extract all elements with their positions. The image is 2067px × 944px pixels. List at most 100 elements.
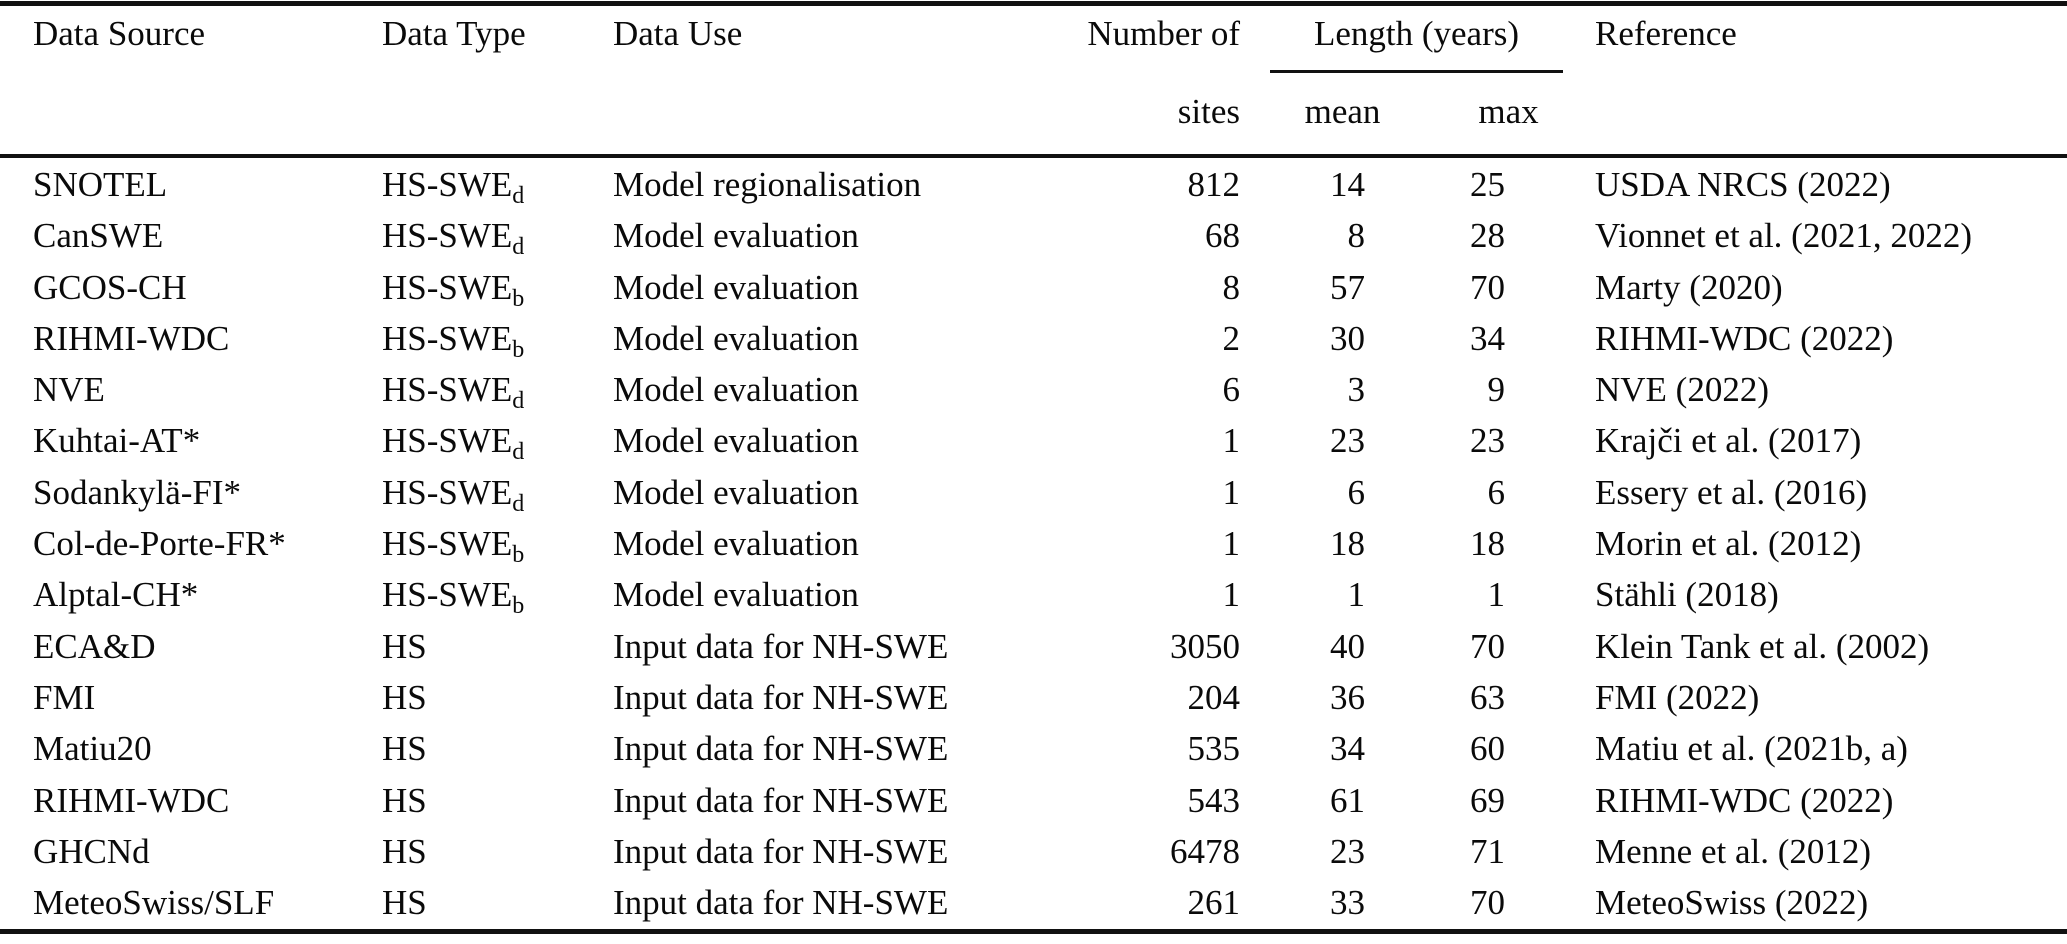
table-row: GHCNd HS Input data for NH-SWE 6478 23 7… xyxy=(0,826,2067,877)
col-header-mean: mean xyxy=(1304,92,1381,131)
cell-data-use: Model evaluation xyxy=(613,318,859,358)
table-header-rule xyxy=(0,154,2067,158)
table-row: Matiu20 HS Input data for NH-SWE 535 34 … xyxy=(0,723,2067,774)
cell-data-use: Input data for NH-SWE xyxy=(613,677,949,717)
cell-length-mean: 34 xyxy=(1330,729,1365,769)
cell-data-type: HS xyxy=(382,831,427,871)
cell-length-max: 34 xyxy=(1470,318,1505,358)
cell-number-of-sites: 261 xyxy=(1187,883,1241,923)
table-row: Kuhtai-AT* HS-SWEd Model evaluation 1 23… xyxy=(0,415,2067,466)
cell-length-mean: 1 xyxy=(1347,575,1366,615)
cell-length-mean: 23 xyxy=(1330,831,1365,871)
cell-length-mean: 18 xyxy=(1330,524,1365,564)
cell-length-mean: 57 xyxy=(1330,267,1365,307)
cell-reference: Krajči et al. (2017) xyxy=(1595,421,1862,461)
cell-data-use: Input data for NH-SWE xyxy=(613,626,949,666)
table-row: Sodankylä-FI* HS-SWEd Model evaluation 1… xyxy=(0,467,2067,518)
cell-number-of-sites: 1 xyxy=(1222,421,1241,461)
cell-length-max: 6 xyxy=(1487,472,1506,512)
cell-reference: RIHMI-WDC (2022) xyxy=(1595,780,1894,820)
cell-number-of-sites: 535 xyxy=(1187,729,1241,769)
col-header-data-type: Data Type xyxy=(382,14,526,53)
col-header-max: max xyxy=(1478,92,1539,131)
cell-data-type: HS-SWEd xyxy=(382,216,525,261)
data-type-subscript: d xyxy=(512,439,525,466)
table-top-rule xyxy=(0,1,2067,6)
cell-data-source: Matiu20 xyxy=(33,729,152,769)
cell-reference: USDA NRCS (2022) xyxy=(1595,165,1891,204)
data-type-subscript: d xyxy=(512,490,525,517)
cell-data-source: GCOS-CH xyxy=(33,267,187,307)
cell-number-of-sites: 1 xyxy=(1222,575,1241,615)
cell-number-of-sites: 812 xyxy=(1187,165,1241,204)
cell-length-mean: 6 xyxy=(1347,472,1366,512)
table-row: NVE HS-SWEd Model evaluation 6 3 9 NVE (… xyxy=(0,364,2067,415)
cell-length-max: 9 xyxy=(1487,370,1506,410)
col-header-data-use: Data Use xyxy=(613,14,743,53)
cell-reference: Essery et al. (2016) xyxy=(1595,472,1868,512)
cell-data-type: HS-SWEb xyxy=(382,267,525,312)
col-header-reference: Reference xyxy=(1595,14,1737,53)
cell-data-source: MeteoSwiss/SLF xyxy=(33,883,275,923)
cell-data-source: ECA&D xyxy=(33,626,156,666)
cell-length-mean: 61 xyxy=(1330,780,1365,820)
col-header-number-of: Number of xyxy=(1087,14,1240,53)
col-header-data-source: Data Source xyxy=(33,14,206,53)
table-row: Alptal-CH* HS-SWEb Model evaluation 1 1 … xyxy=(0,569,2067,620)
cell-data-source: CanSWE xyxy=(33,216,164,256)
cell-data-source: RIHMI-WDC xyxy=(33,780,230,820)
cell-number-of-sites: 68 xyxy=(1205,216,1240,256)
data-type-subscript: d xyxy=(512,388,525,415)
cell-length-max: 70 xyxy=(1470,267,1505,307)
table-row: Col-de-Porte-FR* HS-SWEb Model evaluatio… xyxy=(0,518,2067,569)
cell-data-use: Input data for NH-SWE xyxy=(613,729,949,769)
col-header-sites: sites xyxy=(1177,92,1240,131)
col-header-length-years: Length (years) xyxy=(1313,14,1520,53)
cell-data-source: Kuhtai-AT* xyxy=(33,421,201,461)
data-type-subscript: b xyxy=(512,593,525,620)
table-row: RIHMI-WDC HS-SWEb Model evaluation 2 30 … xyxy=(0,313,2067,364)
table-header-row-2: sites mean max xyxy=(0,92,2067,132)
table-row: RIHMI-WDC HS Input data for NH-SWE 543 6… xyxy=(0,775,2067,826)
cell-length-max: 71 xyxy=(1470,831,1505,871)
cell-length-mean: 14 xyxy=(1330,165,1365,204)
cell-number-of-sites: 2 xyxy=(1222,318,1241,358)
cell-length-mean: 40 xyxy=(1330,626,1365,666)
data-type-subscript: b xyxy=(512,336,525,363)
data-type-subscript: b xyxy=(512,542,525,569)
data-type-subscript: b xyxy=(512,285,525,312)
cell-data-type: HS-SWEd xyxy=(382,421,525,466)
cell-data-type: HS-SWEd xyxy=(382,165,525,209)
cell-length-max: 70 xyxy=(1470,626,1505,666)
cell-length-max: 28 xyxy=(1470,216,1505,256)
cell-length-max: 1 xyxy=(1487,575,1506,615)
cell-data-source: RIHMI-WDC xyxy=(33,318,230,358)
cell-data-source: GHCNd xyxy=(33,831,150,871)
data-type-subscript: d xyxy=(512,183,525,209)
cell-length-max: 25 xyxy=(1470,165,1505,204)
cell-data-type: HS xyxy=(382,883,427,923)
cell-length-max: 69 xyxy=(1470,780,1505,820)
cell-reference: Marty (2020) xyxy=(1595,267,1783,307)
cell-data-use: Input data for NH-SWE xyxy=(613,883,949,923)
cell-number-of-sites: 6478 xyxy=(1170,831,1240,871)
cell-data-use: Model evaluation xyxy=(613,575,859,615)
table-row: SNOTEL HS-SWEd Model regionalisation 812… xyxy=(0,159,2067,210)
table-row: GCOS-CH HS-SWEb Model evaluation 8 57 70… xyxy=(0,262,2067,313)
cell-reference: NVE (2022) xyxy=(1595,370,1769,410)
cell-length-mean: 36 xyxy=(1330,677,1365,717)
cell-number-of-sites: 3050 xyxy=(1170,626,1240,666)
cell-reference: Klein Tank et al. (2002) xyxy=(1595,626,1930,666)
cell-data-use: Model evaluation xyxy=(613,472,859,512)
cell-number-of-sites: 204 xyxy=(1187,677,1241,717)
cell-length-max: 23 xyxy=(1470,421,1505,461)
cell-reference: Stähli (2018) xyxy=(1595,575,1779,615)
cell-length-mean: 23 xyxy=(1330,421,1365,461)
cell-data-source: FMI xyxy=(33,677,96,717)
cell-data-source: Alptal-CH* xyxy=(33,575,199,615)
cell-data-type: HS-SWEb xyxy=(382,318,525,363)
cell-reference: RIHMI-WDC (2022) xyxy=(1595,318,1894,358)
table-row: ECA&D HS Input data for NH-SWE 3050 40 7… xyxy=(0,621,2067,672)
table-row: MeteoSwiss/SLF HS Input data for NH-SWE … xyxy=(0,877,2067,928)
